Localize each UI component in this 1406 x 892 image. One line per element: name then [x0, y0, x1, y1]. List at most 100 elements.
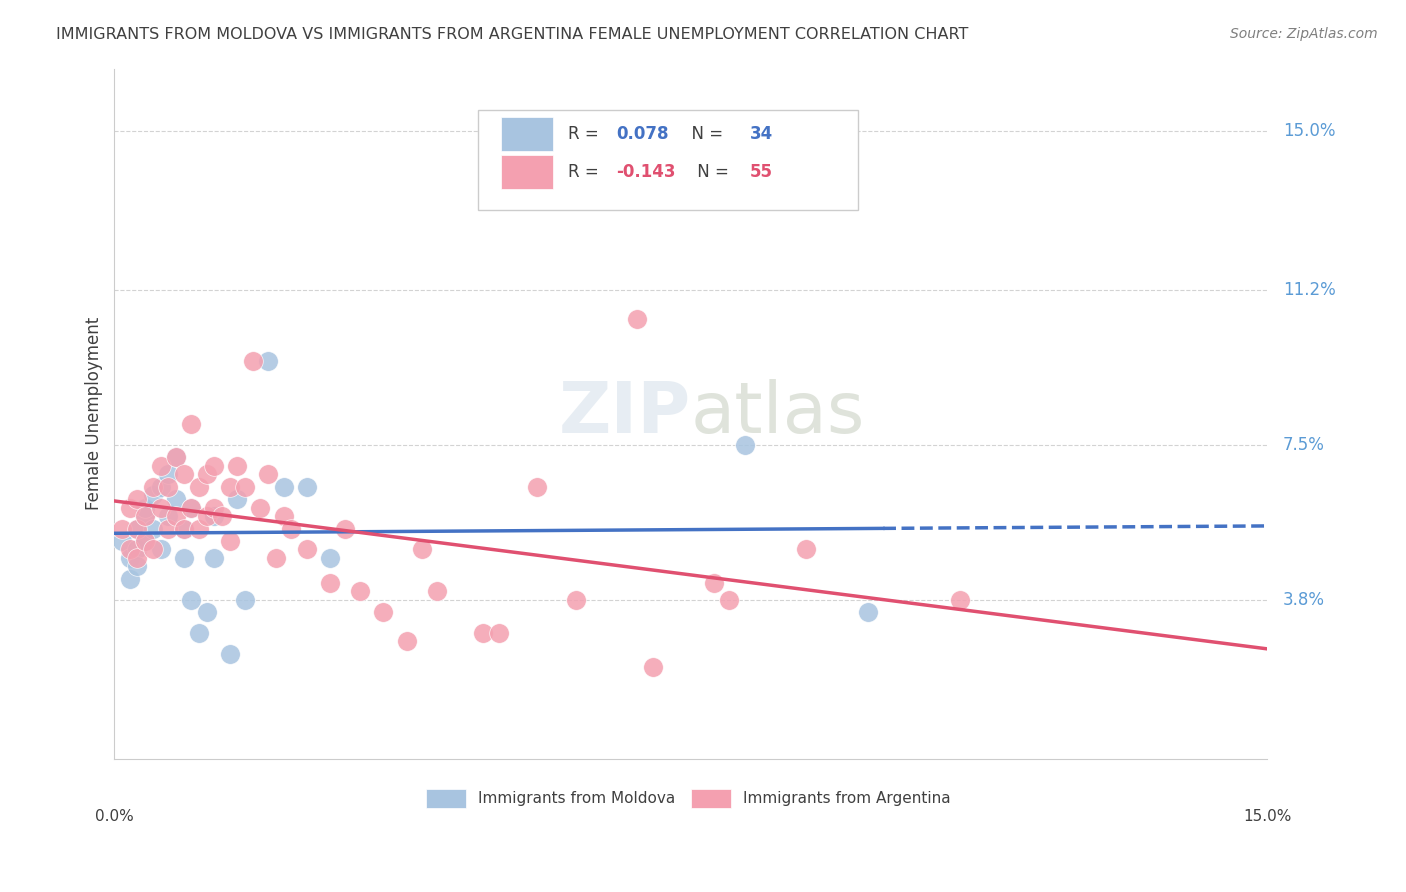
- Point: [526, 480, 548, 494]
- Point: [188, 626, 211, 640]
- Text: Immigrants from Argentina: Immigrants from Argentina: [742, 791, 950, 806]
- Point: [165, 508, 187, 523]
- Point: [127, 522, 149, 536]
- Point: [127, 550, 149, 565]
- Point: [280, 522, 302, 536]
- Point: [703, 575, 725, 590]
- Point: [134, 534, 156, 549]
- Point: [411, 542, 433, 557]
- Point: [734, 438, 756, 452]
- Text: 15.0%: 15.0%: [1282, 122, 1336, 140]
- Point: [641, 659, 664, 673]
- Point: [211, 508, 233, 523]
- Y-axis label: Female Unemployment: Female Unemployment: [86, 317, 103, 510]
- Point: [165, 450, 187, 465]
- Point: [472, 626, 495, 640]
- Text: 3.8%: 3.8%: [1282, 591, 1324, 608]
- Point: [157, 480, 180, 494]
- Point: [111, 534, 134, 549]
- Point: [165, 450, 187, 465]
- Point: [718, 592, 741, 607]
- Point: [118, 572, 141, 586]
- Point: [157, 508, 180, 523]
- Point: [488, 626, 510, 640]
- Text: atlas: atlas: [690, 379, 865, 448]
- Point: [180, 592, 202, 607]
- Point: [173, 522, 195, 536]
- Text: 11.2%: 11.2%: [1282, 281, 1336, 299]
- Text: Source: ZipAtlas.com: Source: ZipAtlas.com: [1230, 27, 1378, 41]
- Text: -0.143: -0.143: [616, 163, 675, 181]
- Point: [218, 534, 240, 549]
- Point: [134, 500, 156, 515]
- Point: [111, 522, 134, 536]
- Point: [134, 508, 156, 523]
- Point: [118, 550, 141, 565]
- Text: R =: R =: [568, 125, 603, 143]
- Point: [134, 534, 156, 549]
- Point: [626, 312, 648, 326]
- Point: [295, 542, 318, 557]
- Point: [149, 542, 172, 557]
- Point: [257, 467, 280, 482]
- Point: [180, 417, 202, 431]
- Text: 55: 55: [749, 163, 773, 181]
- Point: [426, 584, 449, 599]
- Point: [564, 592, 586, 607]
- Point: [226, 458, 249, 473]
- Point: [127, 522, 149, 536]
- Point: [165, 492, 187, 507]
- Point: [127, 559, 149, 574]
- Point: [949, 592, 972, 607]
- Point: [395, 634, 418, 648]
- Point: [173, 467, 195, 482]
- Bar: [690, 789, 731, 808]
- Point: [142, 542, 165, 557]
- Point: [264, 550, 287, 565]
- Text: 15.0%: 15.0%: [1243, 809, 1292, 823]
- Text: Immigrants from Moldova: Immigrants from Moldova: [478, 791, 675, 806]
- Point: [142, 522, 165, 536]
- Point: [188, 522, 211, 536]
- Point: [202, 550, 225, 565]
- Point: [242, 354, 264, 368]
- Point: [149, 480, 172, 494]
- Point: [856, 605, 879, 619]
- Point: [157, 522, 180, 536]
- Point: [257, 354, 280, 368]
- Point: [157, 467, 180, 482]
- Point: [273, 508, 295, 523]
- Point: [180, 500, 202, 515]
- Bar: [426, 789, 467, 808]
- Bar: [501, 155, 553, 189]
- Point: [273, 480, 295, 494]
- Point: [142, 480, 165, 494]
- Text: N =: N =: [692, 163, 734, 181]
- Point: [318, 550, 340, 565]
- Point: [180, 500, 202, 515]
- Point: [149, 458, 172, 473]
- Point: [202, 508, 225, 523]
- Text: N =: N =: [681, 125, 728, 143]
- Point: [318, 575, 340, 590]
- Point: [188, 480, 211, 494]
- Point: [373, 605, 395, 619]
- Text: 0.078: 0.078: [616, 125, 668, 143]
- Text: ZIP: ZIP: [558, 379, 690, 448]
- Point: [202, 500, 225, 515]
- Point: [233, 480, 256, 494]
- Point: [218, 647, 240, 661]
- Text: 0.0%: 0.0%: [96, 809, 134, 823]
- Point: [195, 605, 218, 619]
- Point: [226, 492, 249, 507]
- Point: [249, 500, 271, 515]
- Text: IMMIGRANTS FROM MOLDOVA VS IMMIGRANTS FROM ARGENTINA FEMALE UNEMPLOYMENT CORRELA: IMMIGRANTS FROM MOLDOVA VS IMMIGRANTS FR…: [56, 27, 969, 42]
- Point: [118, 542, 141, 557]
- Point: [195, 467, 218, 482]
- Point: [333, 522, 356, 536]
- Point: [195, 508, 218, 523]
- FancyBboxPatch shape: [478, 110, 858, 210]
- Text: 34: 34: [749, 125, 773, 143]
- Point: [794, 542, 817, 557]
- Point: [127, 492, 149, 507]
